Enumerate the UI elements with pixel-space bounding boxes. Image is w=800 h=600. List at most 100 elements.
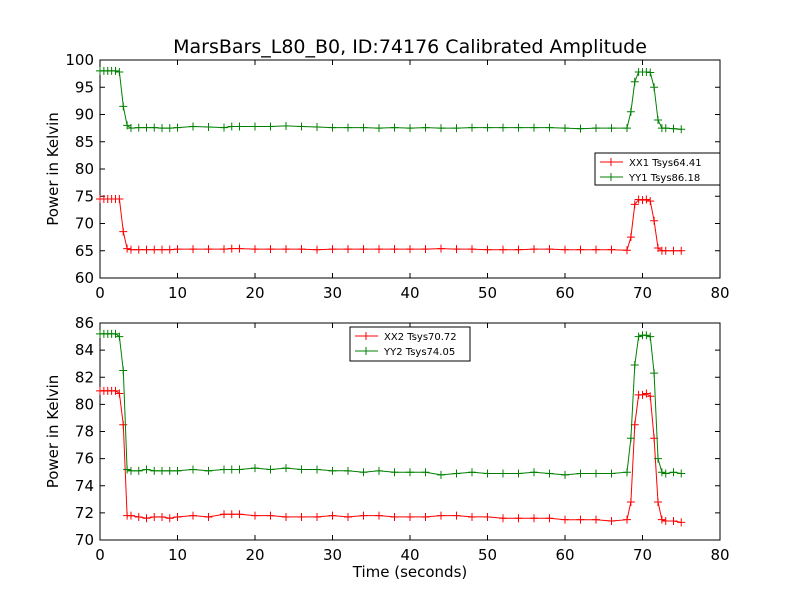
bottom-data-point	[282, 512, 290, 521]
bottom-data-point	[220, 465, 228, 474]
bottom-data-point	[119, 420, 128, 429]
top-data-point	[669, 124, 678, 133]
bottom-data-point	[158, 512, 166, 521]
bottom-y-tick-label: 86	[75, 314, 94, 332]
bottom-data-point	[669, 468, 678, 477]
top-x-tick-label: 80	[710, 284, 729, 302]
top-data-point	[499, 245, 507, 254]
top-data-point	[344, 245, 352, 254]
top-data-point	[359, 123, 368, 132]
bottom-data-point	[468, 468, 476, 477]
top-data-point	[626, 233, 635, 242]
bottom-data-point	[468, 512, 476, 521]
bottom-legend-label: YY2 Tsys74.05	[383, 347, 455, 358]
bottom-data-point	[677, 518, 686, 527]
top-x-tick-label: 40	[400, 284, 419, 302]
top-y-axis-label: Power in Kelvin	[44, 112, 62, 226]
top-data-point	[592, 245, 600, 254]
top-data-point	[642, 195, 651, 204]
top-data-point	[642, 67, 651, 76]
bottom-data-point	[654, 454, 662, 463]
bottom-data-point	[452, 469, 461, 478]
top-y-tick-label: 85	[75, 133, 94, 151]
bottom-data-point	[142, 514, 151, 523]
bottom-data-point	[251, 511, 259, 520]
top-data-point	[251, 122, 259, 131]
top-data-point	[235, 122, 244, 131]
top-data-point	[406, 245, 414, 254]
bottom-x-tick-label: 10	[168, 546, 187, 564]
top-x-tick-label: 50	[478, 284, 497, 302]
bottom-data-point	[158, 466, 166, 475]
bottom-x-tick-label: 30	[323, 546, 342, 564]
bottom-data-point	[173, 466, 182, 475]
top-data-point	[220, 123, 228, 132]
top-data-point	[282, 245, 290, 254]
bottom-data-point	[634, 332, 643, 341]
top-data-point	[677, 246, 686, 255]
bottom-data-point	[626, 434, 635, 443]
top-data-point	[142, 123, 151, 132]
bottom-data-point	[561, 515, 569, 524]
bottom-x-tick-label: 80	[710, 546, 729, 564]
top-data-point	[115, 194, 124, 203]
top-data-point	[514, 245, 523, 254]
bottom-y-tick-label: 72	[75, 504, 94, 522]
bottom-x-tick-label: 60	[555, 546, 574, 564]
top-data-point	[468, 123, 476, 132]
bottom-data-point	[642, 331, 651, 340]
top-data-point	[115, 67, 124, 76]
top-data-point	[235, 244, 244, 253]
bottom-data-point	[189, 465, 197, 474]
top-data-point	[630, 77, 639, 86]
bottom-data-point	[437, 470, 445, 479]
bottom-data-point	[630, 361, 639, 370]
bottom-data-point	[669, 517, 678, 526]
bottom-data-point	[375, 466, 383, 475]
top-data-point	[421, 245, 430, 254]
bottom-legend-label: XX2 Tsys70.72	[384, 332, 457, 343]
bottom-data-point	[576, 515, 585, 524]
bottom-data-point	[661, 517, 670, 526]
bottom-panel: 0 10 20 30 40 50 60 70 80 70 72 74 76 78 80 82 84 86 Power…	[44, 314, 730, 581]
top-data-point	[661, 124, 670, 133]
top-data-point	[576, 124, 585, 133]
bottom-data-point	[677, 469, 686, 478]
top-data-point	[654, 115, 662, 124]
bottom-data-point	[313, 465, 321, 474]
top-data-point	[406, 124, 414, 133]
top-legend-label: YY1 Tsys86.18	[628, 173, 700, 184]
top-data-point	[545, 123, 554, 132]
bottom-y-tick-label: 78	[75, 423, 94, 441]
top-data-point	[390, 123, 399, 132]
top-data-point	[561, 245, 569, 254]
bottom-data-point	[654, 498, 662, 507]
bottom-data-point	[561, 470, 569, 479]
bottom-data-point	[115, 332, 124, 341]
bottom-data-point	[657, 468, 666, 477]
top-data-point	[220, 245, 228, 254]
bottom-data-point	[626, 498, 635, 507]
top-data-point	[297, 122, 306, 131]
bottom-data-point	[592, 515, 600, 524]
bottom-data-point	[235, 465, 244, 474]
bottom-data-point	[576, 469, 585, 478]
top-data-point	[576, 245, 585, 254]
bottom-legend-marker	[362, 332, 370, 340]
top-data-point	[328, 245, 337, 254]
top-data-point	[189, 122, 197, 131]
top-data-point	[313, 245, 321, 254]
top-data-point	[150, 123, 159, 132]
top-data-point	[661, 246, 670, 255]
top-data-point	[634, 195, 643, 204]
top-data-point	[266, 122, 275, 131]
bottom-data-point	[266, 465, 275, 474]
bottom-y-tick-label: 82	[75, 368, 94, 386]
bottom-data-point	[607, 469, 616, 478]
bottom-x-tick-label: 40	[400, 546, 419, 564]
top-data-point	[437, 244, 445, 253]
bottom-y-axis-label: Power in Kelvin	[44, 375, 62, 489]
top-data-point	[545, 245, 554, 254]
